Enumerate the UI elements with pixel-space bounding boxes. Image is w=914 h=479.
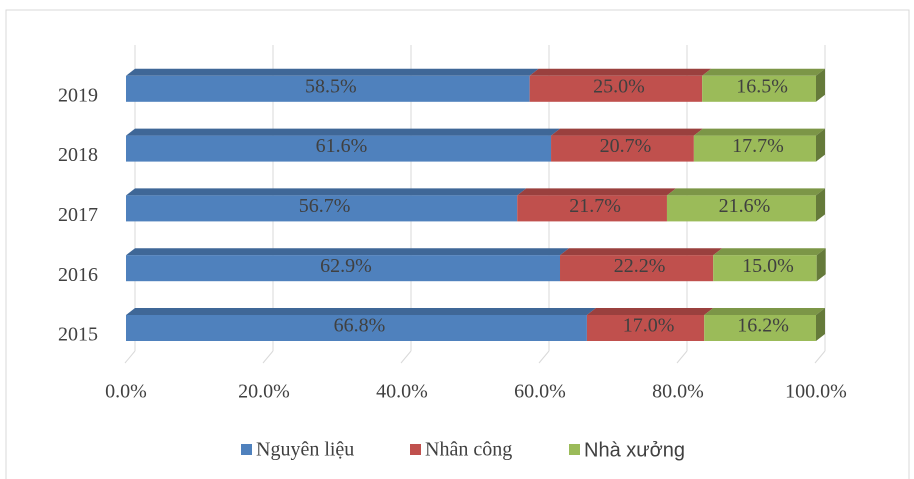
bar-top (126, 308, 596, 315)
bar-front (704, 315, 816, 341)
data-label: 58.5% (305, 75, 357, 97)
bar-top (126, 248, 570, 256)
bar-top (126, 68, 539, 76)
x-tick-label: 20.0% (238, 381, 290, 403)
x-tick-label: 100.0% (785, 381, 847, 403)
data-label: 25.0% (593, 75, 645, 97)
bar-segment (126, 308, 596, 341)
data-label: 66.8% (334, 315, 386, 337)
bar-front (693, 135, 816, 162)
bar-front (713, 255, 817, 282)
y-tick-label: 2019 (58, 84, 98, 106)
bar-segment (704, 308, 825, 341)
bar-top (693, 128, 825, 136)
data-label: 16.2% (737, 315, 789, 337)
bar-side (816, 308, 825, 341)
y-tick-label: 2015 (58, 324, 98, 346)
bar-segment (551, 128, 703, 162)
y-tick-label: 2016 (58, 264, 98, 286)
bar-front (560, 255, 714, 282)
data-label: 62.9% (320, 255, 372, 277)
data-label: 17.0% (623, 315, 675, 337)
bar-segment (586, 308, 714, 341)
bar-side (816, 188, 825, 222)
bar-segment (529, 68, 712, 102)
legend-label: Nhà xưởng (584, 439, 685, 461)
bar-front (517, 195, 667, 222)
bar-top (126, 128, 561, 136)
bar-front (126, 135, 552, 162)
y-tick-label: 2018 (58, 144, 98, 166)
data-label: 20.7% (600, 135, 652, 157)
bar-top (713, 248, 826, 256)
bar-front (702, 75, 816, 102)
data-label: 16.5% (736, 75, 788, 97)
bar-top (529, 68, 712, 76)
bar-side (816, 248, 826, 282)
grid-line-floor (124, 350, 136, 364)
bar-front (551, 135, 694, 162)
bar-front (126, 75, 530, 102)
bar-segment (126, 188, 527, 222)
bar-top (586, 308, 714, 315)
bar-segment (126, 248, 570, 282)
legend-label: Nhân công (425, 439, 512, 461)
x-tick-label: 60.0% (514, 381, 566, 403)
grid-line-floor (676, 350, 688, 364)
bar-top (517, 188, 676, 196)
bar-top (702, 68, 825, 76)
bar-side (816, 68, 825, 102)
legend-label: Nguyên liệu (256, 439, 354, 461)
grid-line-floor (262, 350, 274, 364)
data-label: 21.7% (569, 195, 621, 217)
bar-top (551, 128, 703, 136)
data-label: 17.7% (732, 135, 784, 157)
bar-segment (560, 248, 723, 282)
bar-segment (126, 68, 539, 102)
x-tick-label: 80.0% (652, 381, 704, 403)
x-tick-label: 0.0% (105, 381, 147, 403)
data-label: 61.6% (316, 135, 368, 157)
bar-front (666, 195, 816, 222)
bar-front (126, 255, 561, 282)
data-label: 56.7% (299, 195, 351, 217)
grid-line-floor (400, 350, 412, 364)
data-label: 15.0% (742, 255, 794, 277)
bar-top (666, 188, 825, 196)
data-label: 22.2% (614, 255, 666, 277)
bar-segment (517, 188, 676, 222)
grid-line-floor (814, 350, 826, 364)
x-tick-label: 40.0% (376, 381, 428, 403)
y-tick-label: 2017 (58, 204, 98, 226)
bar-front (586, 315, 705, 341)
grid-line-floor (538, 350, 550, 364)
legend-swatch (410, 444, 421, 455)
legend-swatch (241, 444, 252, 455)
bar-segment (693, 128, 825, 162)
bar-front (126, 195, 518, 222)
bar-side (816, 128, 825, 162)
bar-segment (702, 68, 825, 102)
bar-segment (126, 128, 561, 162)
bar-front (126, 315, 587, 341)
bar-top (126, 188, 527, 196)
bar-top (560, 248, 723, 256)
bar-segment (666, 188, 825, 222)
bar-front (529, 75, 703, 102)
data-label: 21.6% (719, 195, 771, 217)
legend-swatch (569, 444, 580, 455)
bar-top (704, 308, 825, 315)
bar-segment (713, 248, 826, 282)
